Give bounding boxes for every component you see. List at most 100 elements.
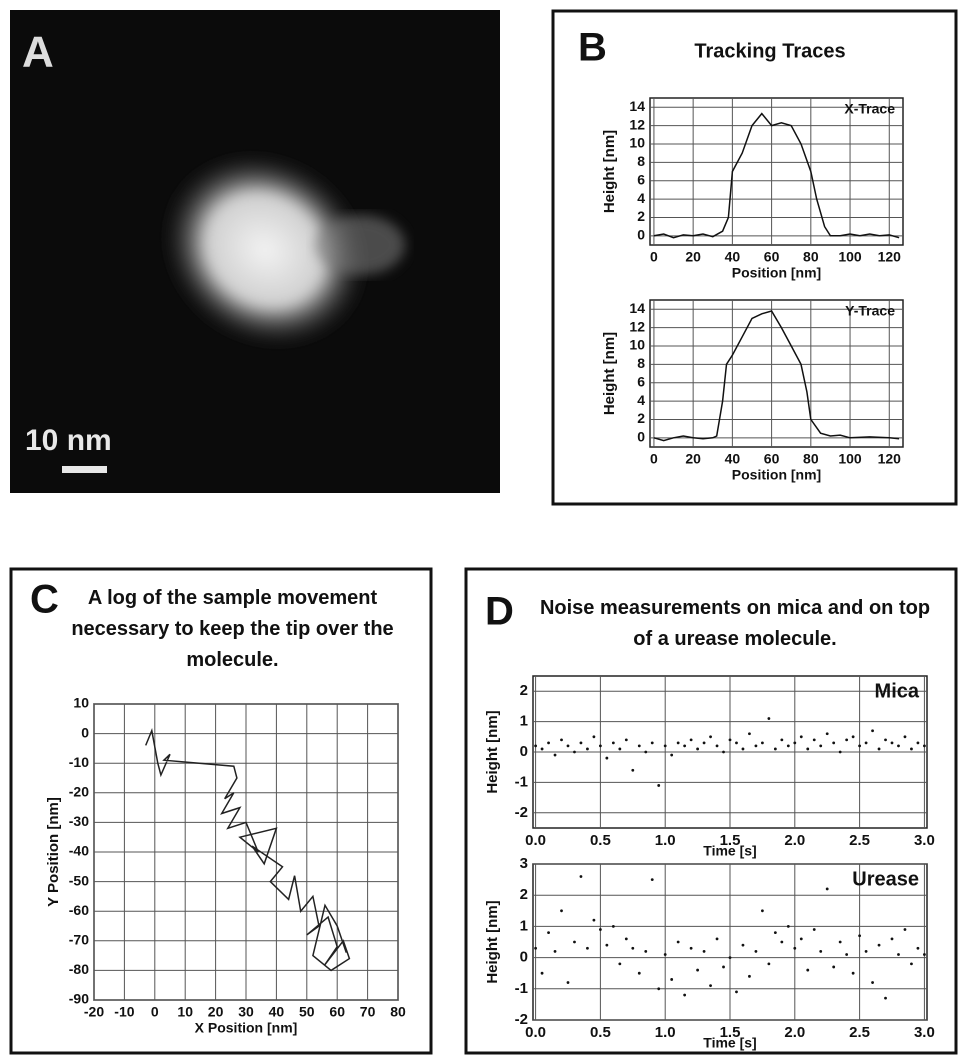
y-tick-label: 0 bbox=[637, 429, 645, 445]
panel-title: Noise measurements on mica and on top of… bbox=[539, 597, 931, 650]
data-point bbox=[663, 744, 667, 748]
panel-label: B bbox=[578, 26, 607, 70]
x-tick-label: 2.5 bbox=[849, 1024, 870, 1041]
data-point bbox=[579, 741, 583, 745]
data-point bbox=[735, 741, 738, 745]
x-tick-label: 80 bbox=[803, 451, 819, 467]
data-point bbox=[696, 968, 699, 972]
x-tick-label: 0.0 bbox=[525, 832, 546, 849]
x-axis-label: Time [s] bbox=[703, 843, 756, 859]
data-point bbox=[592, 918, 596, 922]
x-tick-label: 2.0 bbox=[784, 832, 805, 849]
data-point bbox=[903, 735, 907, 739]
data-point bbox=[547, 741, 550, 745]
data-point bbox=[709, 984, 712, 988]
x-tick-label: 60 bbox=[764, 249, 780, 265]
x-axis-label: X Position [nm] bbox=[195, 1020, 298, 1036]
data-point bbox=[877, 943, 881, 947]
data-point bbox=[884, 996, 887, 1000]
data-point bbox=[812, 738, 816, 742]
data-point bbox=[767, 962, 771, 966]
x-tick-label: 20 bbox=[685, 249, 701, 265]
y-tick-label: 0 bbox=[637, 227, 645, 243]
y-tick-label: -50 bbox=[69, 872, 89, 888]
x-tick-label: 100 bbox=[838, 451, 862, 467]
data-point bbox=[851, 971, 855, 975]
data-point bbox=[547, 931, 550, 935]
data-point bbox=[637, 971, 641, 975]
molecule-lobe bbox=[315, 215, 405, 275]
data-point bbox=[663, 953, 667, 956]
data-point bbox=[728, 738, 732, 742]
data-point bbox=[566, 981, 570, 984]
series-label: Urease bbox=[852, 868, 919, 890]
y-axis-label: Height [nm] bbox=[601, 332, 618, 415]
data-point bbox=[897, 953, 900, 956]
x-tick-label: 20 bbox=[685, 451, 701, 467]
data-point bbox=[780, 738, 784, 742]
data-point bbox=[715, 744, 719, 748]
data-point bbox=[637, 744, 641, 748]
y-tick-label: -30 bbox=[69, 813, 89, 829]
x-tick-label: 1.5 bbox=[720, 832, 741, 849]
data-point bbox=[832, 965, 836, 969]
data-point bbox=[767, 717, 771, 720]
data-point bbox=[864, 741, 868, 745]
data-point bbox=[845, 738, 849, 742]
y-tick-label: 2 bbox=[520, 886, 528, 903]
y-tick-label: 12 bbox=[629, 116, 645, 132]
x-tick-label: 40 bbox=[269, 1004, 285, 1020]
data-line bbox=[653, 310, 900, 442]
data-point bbox=[618, 962, 622, 966]
data-point bbox=[598, 744, 602, 748]
data-point bbox=[611, 741, 615, 745]
data-point bbox=[586, 747, 589, 751]
y-tick-label: 14 bbox=[629, 98, 645, 114]
y-tick-label: 2 bbox=[637, 410, 645, 426]
data-point bbox=[773, 931, 777, 935]
y-tick-label: 0 bbox=[81, 724, 89, 740]
data-point bbox=[650, 741, 654, 745]
data-point bbox=[722, 750, 725, 754]
data-point bbox=[851, 735, 855, 739]
y-tick-label: 4 bbox=[637, 190, 645, 206]
x-tick-label: 0.0 bbox=[525, 1024, 546, 1041]
y-tick-label: -1 bbox=[515, 980, 528, 997]
data-point bbox=[540, 971, 544, 975]
data-point bbox=[702, 949, 706, 953]
data-line bbox=[653, 112, 900, 239]
y-tick-label: 6 bbox=[637, 373, 645, 389]
y-tick-label: 1 bbox=[520, 917, 528, 934]
data-point bbox=[832, 741, 836, 745]
data-point bbox=[923, 744, 926, 748]
data-point bbox=[650, 878, 654, 881]
panel-frame bbox=[551, 9, 958, 506]
x-tick-label: 0.5 bbox=[590, 1024, 611, 1041]
data-point bbox=[845, 953, 849, 956]
data-point bbox=[560, 909, 563, 913]
data-point bbox=[864, 949, 868, 953]
y-axis-label: Height [nm] bbox=[484, 710, 501, 793]
data-point bbox=[754, 949, 758, 953]
data-point bbox=[631, 768, 635, 772]
y-tick-label: -80 bbox=[69, 961, 89, 977]
y-tick-label: 0 bbox=[520, 949, 528, 966]
y-tick-label: -60 bbox=[69, 902, 89, 918]
data-point bbox=[534, 744, 537, 748]
data-point bbox=[748, 732, 751, 736]
data-point bbox=[605, 756, 609, 760]
y-tick-label: -40 bbox=[69, 843, 89, 859]
x-tick-label: 120 bbox=[878, 249, 902, 265]
data-point bbox=[910, 962, 913, 966]
data-point bbox=[748, 974, 751, 978]
data-point bbox=[592, 735, 596, 739]
x-axis-label: Position [nm] bbox=[732, 467, 821, 483]
data-point bbox=[631, 946, 635, 950]
x-tick-label: 0 bbox=[151, 1004, 159, 1020]
data-point bbox=[553, 949, 557, 953]
x-tick-label: 60 bbox=[329, 1004, 345, 1020]
plot-area bbox=[649, 299, 904, 448]
data-point bbox=[644, 750, 648, 754]
